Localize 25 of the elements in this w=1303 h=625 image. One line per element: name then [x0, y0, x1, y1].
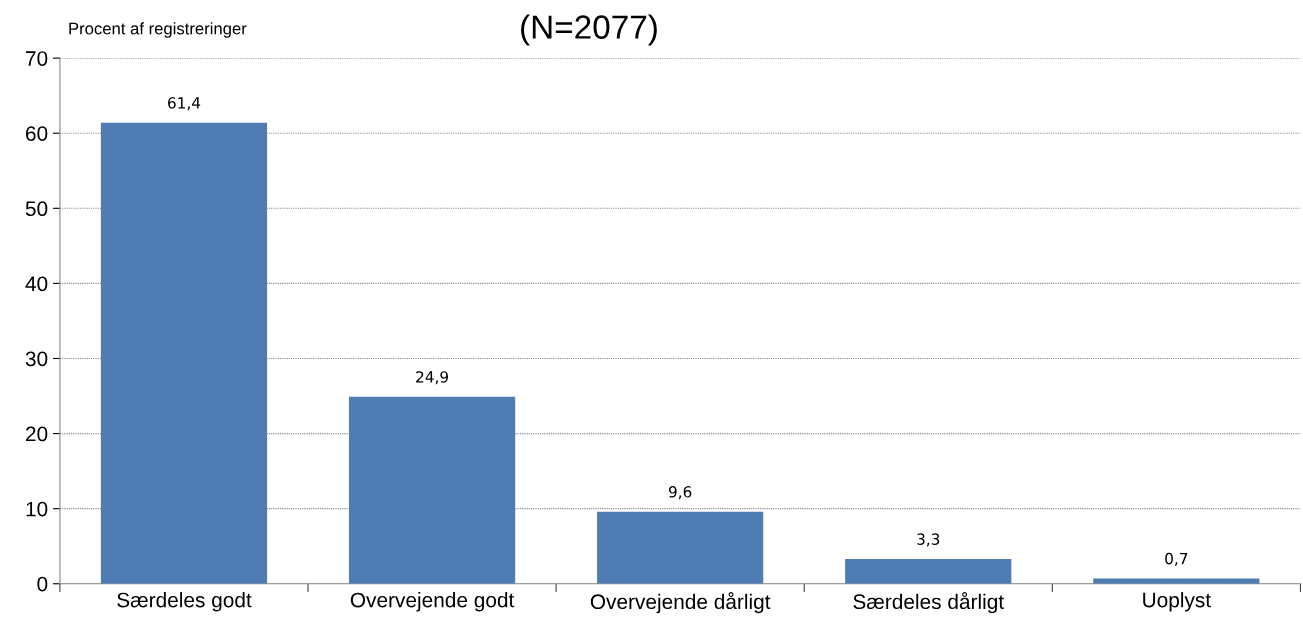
- data-label: 0,7: [1165, 552, 1188, 566]
- x-tick-label: Overvejende dårligt: [590, 592, 771, 614]
- bar: [100, 122, 268, 584]
- y-tick-label: 10: [26, 501, 48, 517]
- y-tick-label: 60: [26, 126, 48, 141]
- y-tick-label: 70: [26, 51, 48, 66]
- bar: [348, 396, 516, 584]
- data-label: 24,9: [416, 371, 449, 385]
- bar: [845, 558, 1012, 584]
- bar: [597, 511, 764, 584]
- bar: [1093, 578, 1260, 584]
- y-tick-label: 40: [25, 276, 48, 292]
- x-tick-label: Uoplyst: [1143, 592, 1211, 612]
- x-tick-label: Særdeles dårligt: [853, 592, 1004, 614]
- y-tick-label: 30: [25, 351, 48, 367]
- y-tick-label: 0: [37, 576, 48, 592]
- x-tick-label: Overvejende godt: [350, 592, 515, 612]
- data-label: 61,4: [168, 97, 201, 111]
- y-tick-label: 50: [25, 201, 48, 217]
- x-tick-label: Særdeles godt: [117, 592, 252, 612]
- y-axis-title: Procent af registreringer: [69, 22, 247, 38]
- y-tick-label: 20: [26, 426, 48, 442]
- data-label: 3,3: [917, 533, 940, 547]
- data-label: 9,6: [668, 486, 692, 500]
- chart-title: (N=2077): [521, 14, 657, 46]
